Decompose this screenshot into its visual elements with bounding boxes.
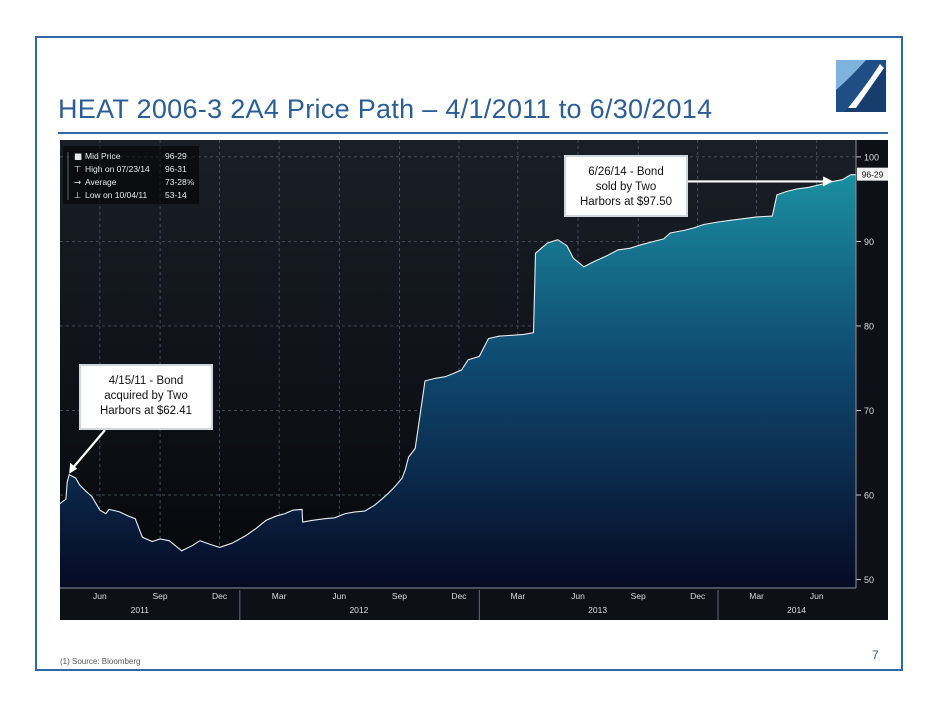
legend-box: [63, 146, 199, 204]
legend-value: 73-28⅝: [165, 177, 195, 187]
arrow-acquired: [71, 429, 106, 470]
x-year-label: 2014: [787, 605, 806, 615]
x-tick-label: Sep: [392, 591, 407, 601]
y-tick-label: 90: [864, 237, 874, 247]
page-number: 7: [872, 648, 879, 662]
x-tick-label: Mar: [749, 591, 764, 601]
y-tick-label: 70: [864, 406, 874, 416]
legend-value: 53-14: [165, 190, 187, 200]
callout-sold-line: sold by Two: [595, 181, 657, 193]
x-axis: Jun Sep Dec Mar Jun Sep Dec Mar Jun Sep Dec Mar Jun2…: [60, 587, 856, 620]
callout-sold-line: 6/26/14 - Bond: [588, 166, 664, 178]
legend-label: Low on 10/04/11: [85, 190, 147, 200]
callout-acquired: 4/15/11 - Bond acquired by Two Harbors a…: [79, 364, 213, 430]
source-footnote: (1) Source: Bloomberg: [60, 657, 141, 666]
price-path-chart: 50 60 70 80 90 100 96-29 Jun Sep Dec Mar Jun Sep Dec…: [60, 140, 888, 620]
legend-marker: ⊥: [74, 191, 81, 201]
y-axis: 50 60 70 80 90 100 96-29: [855, 140, 888, 588]
x-tick-label: Mar: [272, 591, 287, 601]
y-tick-label: 100: [864, 152, 879, 162]
legend-marker: →: [74, 178, 81, 188]
page-title: HEAT 2006-3 2A4 Price Path – 4/1/2011 to…: [58, 94, 713, 124]
y-tick-label: 50: [864, 575, 874, 585]
arrow-acquired-head: [69, 462, 78, 474]
price-area: [60, 174, 856, 588]
x-tick-label: Jun: [810, 591, 824, 601]
legend-value: 96-29: [165, 151, 187, 161]
y-tick-label: 60: [864, 491, 874, 501]
callout-sold-line: Harbors at $97.50: [579, 196, 673, 208]
legend-label: Mid Price: [85, 151, 121, 161]
callout-acquired-line: acquired by Two: [104, 390, 188, 402]
callout-acquired-line: Harbors at $62.41: [99, 405, 193, 417]
slide-frame: [35, 36, 903, 671]
x-tick-label: Dec: [451, 591, 467, 601]
x-year-label: 2011: [131, 605, 150, 615]
y-tick-label: 80: [864, 321, 874, 331]
x-tick-label: Dec: [690, 591, 706, 601]
legend-label: Average: [85, 177, 117, 187]
chart-legend: ■ Mid Price 96-29 ⊤ High on 07/23/14 96-31 → Av…: [63, 146, 199, 204]
legend-label: High on 07/23/14: [85, 164, 150, 174]
x-tick-label: Sep: [631, 591, 646, 601]
x-tick-label: Jun: [332, 591, 346, 601]
x-tick-label: Mar: [511, 591, 526, 601]
legend-marker: ⊤: [74, 165, 81, 175]
x-year-label: 2012: [349, 605, 368, 615]
price-line: [60, 174, 856, 552]
last-value-tag: [857, 167, 888, 181]
title-divider: [58, 132, 888, 134]
arrow-sold-head: [823, 176, 834, 187]
x-year-label: 2013: [588, 605, 607, 615]
x-tick-label: Jun: [571, 591, 585, 601]
x-tick-label: Jun: [93, 591, 107, 601]
callout-acquired-line: 4/15/11 - Bond: [108, 375, 184, 387]
legend-marker: ■: [74, 152, 82, 162]
x-tick-label: Dec: [212, 591, 228, 601]
legend-value: 96-31: [165, 164, 187, 174]
callout-sold: 6/26/14 - Bond sold by Two Harbors at $9…: [564, 155, 688, 217]
callout-arrows: [69, 176, 834, 474]
x-tick-label: Sep: [153, 591, 168, 601]
last-value-label: 96-29: [862, 170, 884, 180]
logo-mark: [836, 60, 886, 112]
price-area-layer: [60, 174, 856, 588]
